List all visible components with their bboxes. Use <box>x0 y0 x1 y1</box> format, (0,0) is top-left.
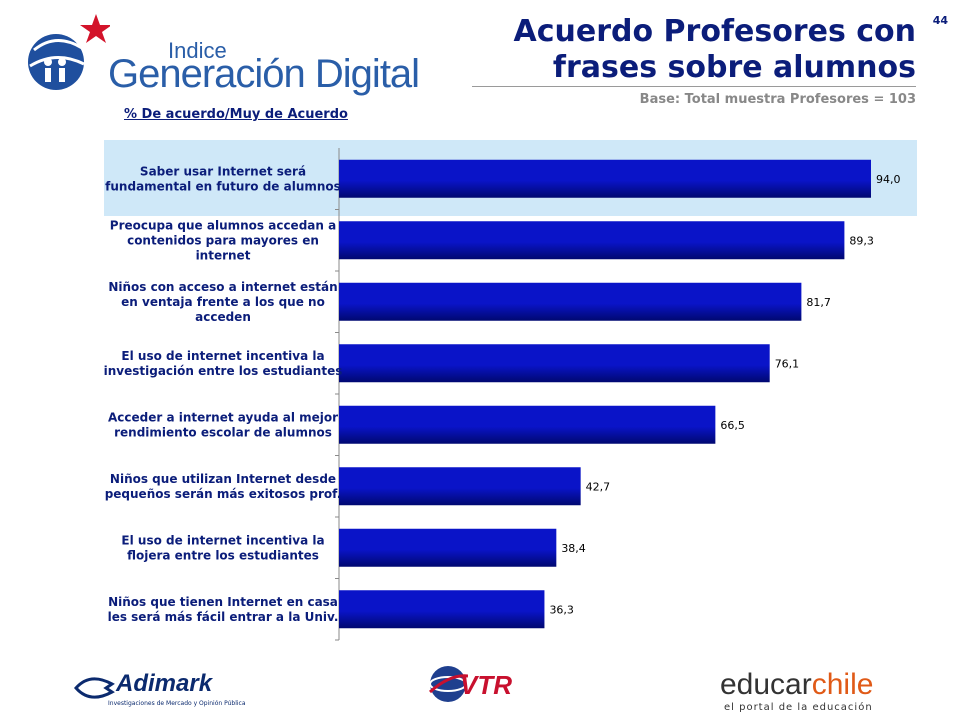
category-label-line: pequeños serán más exitosos prof. <box>105 487 342 501</box>
adimark-name: Adimark <box>116 670 213 697</box>
category-label: Preocupa que alumnos accedan a contenidos… <box>110 218 336 262</box>
category-label-line: contenidos para mayores en <box>127 233 319 247</box>
title-line-2: frases sobre alumnos <box>552 50 916 85</box>
category-label-line: les será más fácil entrar a la Univ. <box>108 610 339 624</box>
bar <box>339 405 716 444</box>
bar <box>339 344 770 383</box>
category-label-line: Saber usar Internet será <box>140 164 306 178</box>
logo-brand: Generación Digital <box>108 52 420 96</box>
bar <box>339 159 871 198</box>
category-label: El uso de internet incentiva la flojera e… <box>121 533 324 562</box>
educarchile-name-b: chile <box>811 668 874 701</box>
bar <box>339 221 845 260</box>
slide-title: Acuerdo Profesores con frases sobre alum… <box>514 14 916 86</box>
globe-star-icon <box>28 14 112 90</box>
category-label: El uso de internet incentiva la investiga… <box>104 349 343 378</box>
bar-value-label: 38,4 <box>561 542 586 555</box>
bar-value-label: 94,0 <box>876 173 901 186</box>
title-divider <box>472 86 916 87</box>
bar-value-label: 66,5 <box>720 419 745 432</box>
category-label-line: investigación entre los estudiantes <box>104 364 343 378</box>
bar-value-label: 42,7 <box>586 480 611 493</box>
slide-subtitle: Base: Total muestra Profesores = 103 <box>639 92 916 107</box>
unit-label: % De acuerdo/Muy de Acuerdo <box>124 107 348 122</box>
category-label-line: en ventaja frente a los que no <box>121 295 325 309</box>
vtr-logo: VTR <box>428 662 548 706</box>
category-label-line: Niños que utilizan Internet desde <box>110 472 336 486</box>
category-label-line: Niños que tienen Internet en casa <box>108 595 338 609</box>
bar <box>339 282 802 321</box>
category-label: Acceder a internet ayuda al mejor rendimi… <box>108 410 338 439</box>
educarchile-tagline: el portal de la educación <box>724 702 873 713</box>
category-label-line: acceden <box>195 310 251 324</box>
bar <box>339 528 557 567</box>
bar-value-label: 81,7 <box>806 296 831 309</box>
category-label: Niños que utilizan Internet desde pequeño… <box>105 472 342 501</box>
category-label-line: rendimiento escolar de alumnos <box>114 425 332 439</box>
page-number: 44 <box>932 14 948 27</box>
category-label-line: Acceder a internet ayuda al mejor <box>108 410 338 424</box>
title-line-1: Acuerdo Profesores con <box>513 14 916 49</box>
category-label: Niños con acceso a internet están en vent… <box>108 280 337 324</box>
category-label-line: Niños con acceso a internet están <box>108 280 337 294</box>
adimark-tagline: Investigaciones de Mercado y Opinión Púb… <box>108 700 246 707</box>
bar-value-label: 89,3 <box>849 234 874 247</box>
bar <box>339 467 581 506</box>
vtr-name: VTR <box>460 670 512 700</box>
category-label-line: Preocupa que alumnos accedan a <box>110 218 336 232</box>
category-label: Niños que tienen Internet en casa les ser… <box>108 595 339 624</box>
educarchile-name: educarchile <box>720 668 873 702</box>
bar-value-label: 76,1 <box>775 357 800 370</box>
fish-icon <box>74 677 115 699</box>
category-label-line: fundamental en futuro de alumnos <box>105 179 341 193</box>
educarchile-name-a: educar <box>720 668 812 701</box>
logo-kicker: Indice <box>168 38 227 63</box>
bar-value-label: 36,3 <box>549 603 574 616</box>
category-label-line: El uso de internet incentiva la <box>121 533 324 547</box>
category-label-line: flojera entre los estudiantes <box>127 548 319 562</box>
category-label-line: internet <box>196 248 251 262</box>
indice-generacion-digital-logo: Indice Generación Digital <box>20 10 440 100</box>
adimark-logo: Adimark Investigaciones de Mercado y Opi… <box>72 670 246 714</box>
category-label-line: El uso de internet incentiva la <box>121 349 324 363</box>
educarchile-logo: educarchile el portal de la educación <box>720 668 900 716</box>
bar <box>339 590 545 629</box>
vtr-globe-icon <box>428 666 469 702</box>
category-label: Saber usar Internet será fundamental en f… <box>105 164 341 193</box>
